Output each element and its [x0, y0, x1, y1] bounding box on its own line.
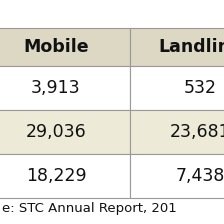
- Text: Landline: Landline: [158, 38, 224, 56]
- Bar: [130, 28, 224, 66]
- Text: 7,438: 7,438: [175, 167, 224, 185]
- Bar: [130, 110, 224, 154]
- Bar: [130, 66, 224, 110]
- Text: e: STC Annual Report, 201: e: STC Annual Report, 201: [2, 202, 177, 215]
- Bar: [0, 66, 130, 110]
- Bar: [0, 28, 130, 66]
- Text: 3,913: 3,913: [31, 79, 81, 97]
- Bar: [0, 110, 130, 154]
- Text: 23,681: 23,681: [170, 123, 224, 141]
- Bar: [130, 154, 224, 198]
- Bar: [0, 154, 130, 198]
- Text: 532: 532: [183, 79, 217, 97]
- Text: Mobile: Mobile: [23, 38, 89, 56]
- Text: 18,229: 18,229: [26, 167, 86, 185]
- Text: 29,036: 29,036: [26, 123, 86, 141]
